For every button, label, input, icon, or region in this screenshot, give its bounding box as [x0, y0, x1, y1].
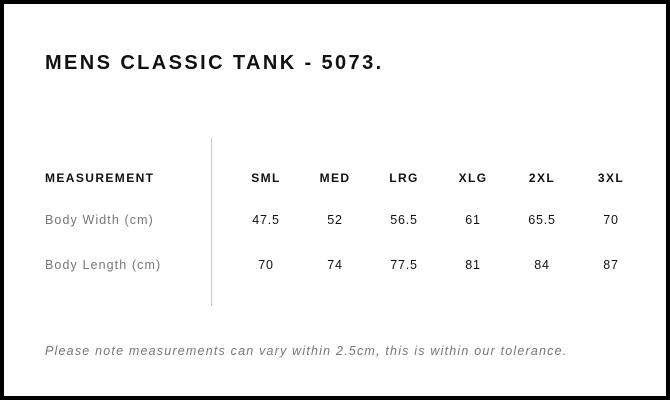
- size-header: XLG: [458, 171, 488, 185]
- table-cell: 87: [603, 258, 619, 272]
- table-cell: 61: [465, 213, 481, 227]
- table-cell: 52: [327, 213, 343, 227]
- column-divider: [211, 138, 212, 306]
- table-cell: 65.5: [528, 213, 556, 227]
- measurement-header: MEASUREMENT: [45, 171, 155, 185]
- table-row: Body Width (cm) 47.5 52 56.5 61 65.5 70: [4, 213, 666, 233]
- tolerance-note: Please note measurements can vary within…: [45, 344, 568, 358]
- size-header: 3XL: [597, 171, 625, 185]
- size-header: SML: [251, 171, 281, 185]
- page-title: MENS CLASSIC TANK - 5073.: [45, 52, 384, 74]
- size-chart-card: MENS CLASSIC TANK - 5073. MEASUREMENT SM…: [4, 4, 666, 396]
- table-row: Body Length (cm) 70 74 77.5 81 84 87: [4, 258, 666, 278]
- size-header: MED: [319, 171, 351, 185]
- table-cell: 77.5: [390, 258, 418, 272]
- table-cell: 74: [327, 258, 343, 272]
- row-label: Body Width (cm): [45, 213, 154, 227]
- table-cell: 70: [603, 213, 619, 227]
- row-label: Body Length (cm): [45, 258, 162, 272]
- table-cell: 47.5: [252, 213, 280, 227]
- table-cell: 70: [258, 258, 274, 272]
- size-header: 2XL: [528, 171, 556, 185]
- size-header: LRG: [389, 171, 419, 185]
- table-header-row: MEASUREMENT SML MED LRG XLG 2XL 3XL: [4, 171, 666, 191]
- table-cell: 84: [534, 258, 550, 272]
- table-cell: 81: [465, 258, 481, 272]
- table-cell: 56.5: [390, 213, 418, 227]
